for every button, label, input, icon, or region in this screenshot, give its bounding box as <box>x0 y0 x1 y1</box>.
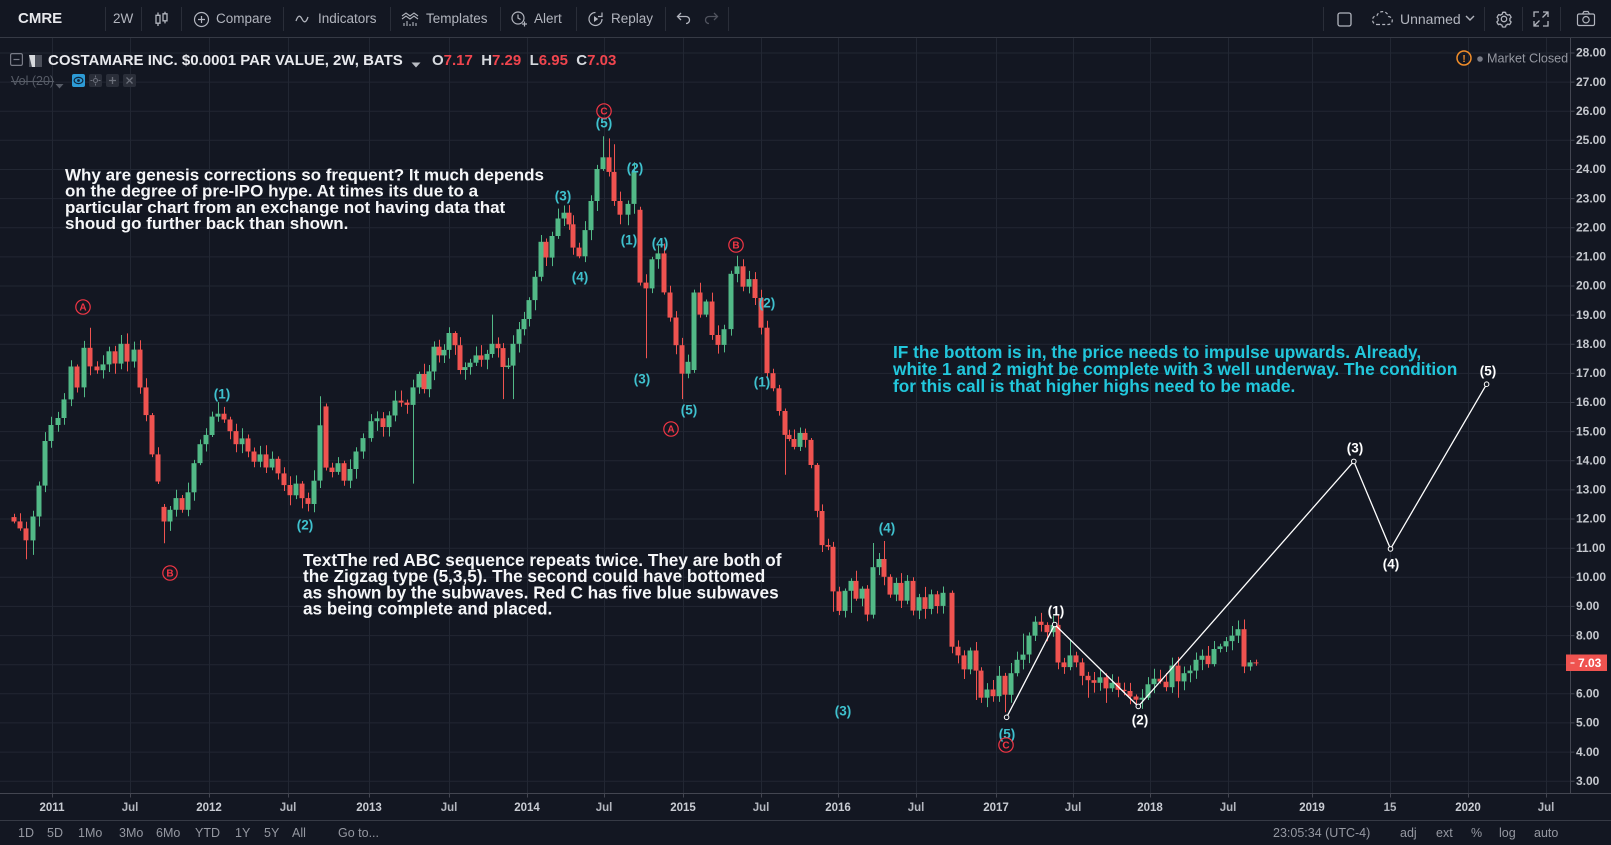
svg-text:A: A <box>667 425 674 436</box>
svg-text:21.00: 21.00 <box>1576 250 1606 264</box>
svg-text:(1): (1) <box>754 375 771 390</box>
svg-text:(3): (3) <box>1347 441 1364 456</box>
svg-text:B: B <box>732 241 739 252</box>
svg-text:2015: 2015 <box>670 802 696 814</box>
svg-text:(1): (1) <box>214 387 231 402</box>
svg-text:as being complete and placed.: as being complete and placed. <box>303 599 552 619</box>
svg-text:2020: 2020 <box>1455 802 1481 814</box>
svg-text:(5): (5) <box>596 116 613 131</box>
svg-text:23.00: 23.00 <box>1576 191 1606 205</box>
svg-text:27.00: 27.00 <box>1576 75 1606 89</box>
svg-text:7.03: 7.03 <box>1578 656 1602 670</box>
svg-text:3.00: 3.00 <box>1576 774 1600 788</box>
svg-text:16.00: 16.00 <box>1576 395 1606 409</box>
svg-text:10.00: 10.00 <box>1576 570 1606 584</box>
svg-text:19.00: 19.00 <box>1576 308 1606 322</box>
svg-text:TextThe red ABC sequence repea: TextThe red ABC sequence repeats twice. … <box>303 550 782 570</box>
svg-text:A: A <box>79 303 86 314</box>
svg-text:(5): (5) <box>999 727 1016 742</box>
svg-text:2017: 2017 <box>983 802 1009 814</box>
svg-text:as shown by the subwaves. Red: as shown by the subwaves. Red C has five… <box>303 582 779 602</box>
svg-text:6.00: 6.00 <box>1576 687 1600 701</box>
svg-text:(3): (3) <box>555 189 572 204</box>
svg-text:!: ! <box>1462 54 1465 65</box>
svg-text:C: C <box>600 107 607 118</box>
svg-text:Jul: Jul <box>280 802 297 814</box>
svg-text:(2): (2) <box>759 296 776 311</box>
svg-text:(3): (3) <box>835 704 852 719</box>
svg-text:11.00: 11.00 <box>1576 541 1606 555</box>
svg-text:for this call is that higher h: for this call is that higher highs need … <box>893 376 1295 396</box>
svg-text:Jul: Jul <box>441 802 458 814</box>
svg-text:2016: 2016 <box>825 802 851 814</box>
svg-text:B: B <box>166 569 173 580</box>
svg-text:(4): (4) <box>1383 557 1400 572</box>
svg-text:(2): (2) <box>297 518 314 533</box>
svg-text:Jul: Jul <box>753 802 770 814</box>
svg-text:(2): (2) <box>627 161 644 176</box>
svg-text:Jul: Jul <box>1220 802 1237 814</box>
svg-text:Jul: Jul <box>596 802 613 814</box>
svg-text:Jul: Jul <box>1065 802 1082 814</box>
svg-text:Jul: Jul <box>1538 802 1555 814</box>
svg-text:14.00: 14.00 <box>1576 454 1606 468</box>
svg-text:4.00: 4.00 <box>1576 745 1600 759</box>
svg-text:17.00: 17.00 <box>1576 366 1606 380</box>
svg-text:(1): (1) <box>621 233 638 248</box>
svg-text:Jul: Jul <box>122 802 139 814</box>
svg-text:(1): (1) <box>1048 604 1065 619</box>
svg-text:Why are genesis corrections so: Why are genesis corrections so frequent?… <box>65 166 544 185</box>
svg-text:(5): (5) <box>681 403 698 418</box>
svg-text:13.00: 13.00 <box>1576 483 1606 497</box>
svg-text:8.00: 8.00 <box>1576 628 1600 642</box>
svg-text:(3): (3) <box>634 372 651 387</box>
svg-text:26.00: 26.00 <box>1576 104 1606 118</box>
svg-text:25.00: 25.00 <box>1576 133 1606 147</box>
svg-text:12.00: 12.00 <box>1576 512 1606 526</box>
svg-text:22.00: 22.00 <box>1576 220 1606 234</box>
svg-text:Market Closed: Market Closed <box>1487 52 1568 66</box>
svg-text:2013: 2013 <box>356 802 382 814</box>
svg-text:C: C <box>1002 741 1009 752</box>
svg-text:particular chart from an excha: particular chart from an exchange not ha… <box>65 198 506 217</box>
svg-text:15: 15 <box>1384 802 1397 814</box>
svg-text:18.00: 18.00 <box>1576 337 1606 351</box>
svg-text:24.00: 24.00 <box>1576 162 1606 176</box>
svg-text:20.00: 20.00 <box>1576 279 1606 293</box>
svg-text:(4): (4) <box>652 236 669 251</box>
svg-text:2019: 2019 <box>1299 802 1325 814</box>
svg-text:on the degree of pre-IPO hype.: on the degree of pre-IPO hype. At times … <box>65 182 479 201</box>
svg-text:(4): (4) <box>879 521 896 536</box>
svg-text:2012: 2012 <box>196 802 222 814</box>
svg-text:white 1 and 2 might be complet: white 1 and 2 might be complete with 3 w… <box>892 359 1457 379</box>
svg-text:9.00: 9.00 <box>1576 599 1600 613</box>
svg-text:(2): (2) <box>1132 713 1149 728</box>
svg-text:15.00: 15.00 <box>1576 424 1606 438</box>
svg-text:2014: 2014 <box>514 802 540 814</box>
svg-text:Jul: Jul <box>908 802 925 814</box>
svg-text:(4): (4) <box>572 270 589 285</box>
svg-text:IF the bottom is in, the price: IF the bottom is in, the price needs to … <box>893 342 1421 362</box>
svg-text:the Zigzag type (5,3,5). The s: the Zigzag type (5,3,5). The second coul… <box>303 566 765 586</box>
svg-text:shoud go further back than sho: shoud go further back than shown. <box>65 214 348 233</box>
svg-text:2011: 2011 <box>40 802 66 814</box>
svg-text:(5): (5) <box>1480 364 1497 379</box>
svg-text:5.00: 5.00 <box>1576 716 1600 730</box>
svg-text:2018: 2018 <box>1137 802 1163 814</box>
svg-text:28.00: 28.00 <box>1576 46 1606 60</box>
